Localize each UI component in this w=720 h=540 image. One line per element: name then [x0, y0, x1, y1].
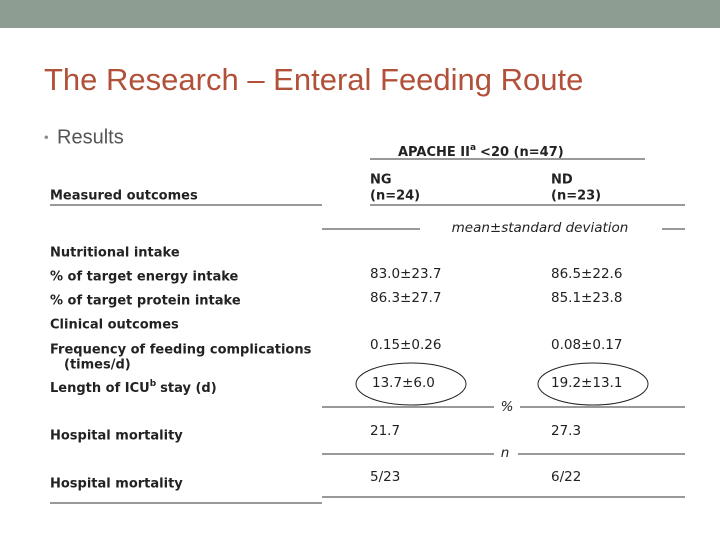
cell: 85.1±23.8: [551, 290, 622, 306]
row-label-part: Length of ICU: [50, 381, 150, 396]
row-label: Frequency of feeding complications: [50, 343, 312, 358]
row-label: Hospital mortality: [50, 429, 183, 444]
top-bar: [0, 0, 720, 28]
unit-label: %: [501, 399, 514, 415]
cell: 86.3±27.7: [370, 290, 441, 306]
superscript: a: [470, 143, 476, 153]
cell: 0.08±0.17: [551, 337, 622, 353]
row-label: % of target energy intake: [50, 270, 239, 285]
section-label: Clinical outcomes: [50, 318, 179, 333]
cell: 27.3: [551, 423, 581, 439]
cell: 21.7: [370, 423, 400, 439]
group-header: APACHE IIa <20 (n=47): [398, 143, 564, 160]
unit-label: n: [501, 445, 510, 461]
highlight-circle: [537, 362, 649, 406]
row-label: (times/d): [64, 358, 131, 373]
cell: 13.7±6.0: [372, 375, 435, 391]
row-header: Measured outcomes: [50, 189, 198, 204]
group-name: APACHE II: [398, 145, 470, 160]
column-name: ND: [551, 173, 573, 188]
row-label: % of target protein intake: [50, 294, 241, 309]
bullet-text: Results: [57, 126, 124, 148]
slide-title: The Research – Enteral Feeding Route: [44, 62, 583, 97]
group-condition: <20 (n=47): [480, 145, 564, 160]
cell: 6/22: [551, 469, 581, 485]
cell: 19.2±13.1: [551, 375, 622, 391]
cell: 5/23: [370, 469, 400, 485]
bullet-dot: •: [44, 129, 49, 144]
column-n: (n=23): [551, 189, 601, 204]
row-label: Length of ICUb stay (d): [50, 379, 217, 396]
column-n: (n=24): [370, 189, 420, 204]
row-label-part: stay (d): [160, 381, 217, 396]
cell: 83.0±23.7: [370, 266, 441, 282]
cell: 0.15±0.26: [370, 337, 441, 353]
row-label: Hospital mortality: [50, 477, 183, 492]
superscript: b: [150, 379, 157, 389]
unit-label: mean±standard deviation: [452, 220, 629, 236]
cell: 86.5±22.6: [551, 266, 622, 282]
section-label: Nutritional intake: [50, 246, 180, 261]
column-name: NG: [370, 173, 392, 188]
highlight-circle: [355, 362, 467, 406]
